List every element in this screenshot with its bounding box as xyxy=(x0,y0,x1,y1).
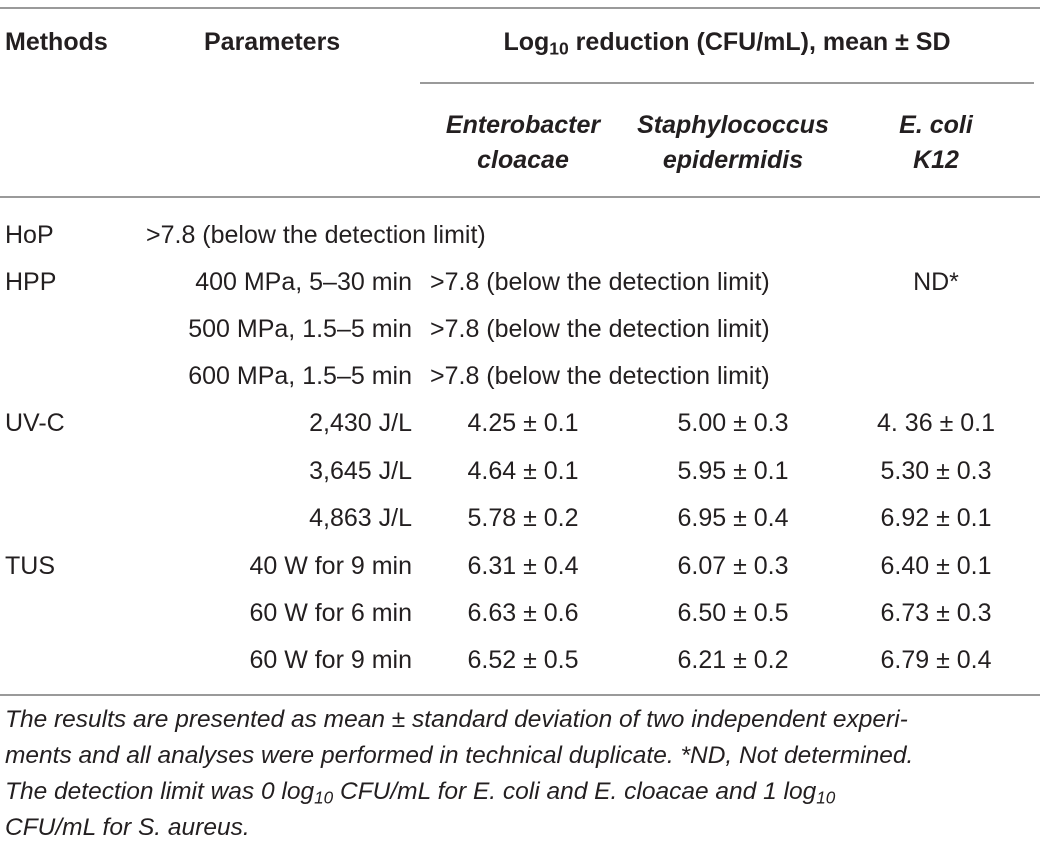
row-value-ecoli: 6.92 ± 0.1 xyxy=(880,504,992,532)
row-method: UV-C xyxy=(5,409,65,437)
row-value-staphylococcus: 6.50 ± 0.5 xyxy=(677,599,789,627)
row-parameter: 500 MPa, 1.5–5 min xyxy=(188,315,412,343)
row-span-text: >7.8 (below the detection limit) xyxy=(146,221,486,249)
header-ecoli: E. coli K12 xyxy=(899,111,973,174)
header-enterobacter: Enterobacter cloacae xyxy=(445,111,601,174)
row-value-enterobacter: 4.25 ± 0.1 xyxy=(467,409,579,437)
row-method: HPP xyxy=(5,268,57,296)
row-value-staphylococcus: 6.07 ± 0.3 xyxy=(677,552,789,580)
header-log-reduction: Log10 reduction (CFU/mL), mean ± SD xyxy=(503,28,951,59)
row-value-ecoli: 4. 36 ± 0.1 xyxy=(877,409,995,437)
header-bottom-rule xyxy=(0,196,1040,198)
header-methods: Methods xyxy=(5,28,108,56)
row-method: TUS xyxy=(5,552,55,580)
row-parameter: 40 W for 9 min xyxy=(249,552,412,580)
row-parameter: 3,645 J/L xyxy=(309,457,412,485)
row-parameter: 60 W for 9 min xyxy=(249,646,412,674)
row-span-text: >7.8 (below the detection limit) xyxy=(430,362,770,390)
row-value-ecoli: 6.73 ± 0.3 xyxy=(880,599,992,627)
log-reduction-underline xyxy=(420,82,1034,84)
row-span-text: >7.8 (below the detection limit) xyxy=(430,315,770,343)
row-parameter: 600 MPa, 1.5–5 min xyxy=(188,362,412,390)
row-parameter: 2,430 J/L xyxy=(309,409,412,437)
row-value-enterobacter: 6.31 ± 0.4 xyxy=(467,552,579,580)
row-parameter: 60 W for 6 min xyxy=(249,599,412,627)
row-parameter: 400 MPa, 5–30 min xyxy=(195,268,412,296)
table-top-rule xyxy=(0,7,1040,9)
row-value-enterobacter: 4.64 ± 0.1 xyxy=(467,457,579,485)
table-bottom-rule xyxy=(0,694,1040,696)
header-staphylococcus: Staphylococcus epidermidis xyxy=(637,111,829,174)
row-parameter: 4,863 J/L xyxy=(309,504,412,532)
row-value-ecoli: 6.40 ± 0.1 xyxy=(880,552,992,580)
row-span-text: >7.8 (below the detection limit) xyxy=(430,268,770,296)
row-value-enterobacter: 5.78 ± 0.2 xyxy=(467,504,579,532)
table-footnote: The results are presented as mean ± stan… xyxy=(5,706,914,841)
row-value-enterobacter: 6.63 ± 0.6 xyxy=(467,599,579,627)
header-parameters: Parameters xyxy=(204,28,341,56)
row-value-enterobacter: 6.52 ± 0.5 xyxy=(467,646,579,674)
row-value-staphylococcus: 6.95 ± 0.4 xyxy=(677,504,789,532)
row-value-ecoli: 5.30 ± 0.3 xyxy=(880,457,992,485)
row-value-ecoli: 6.79 ± 0.4 xyxy=(880,646,992,674)
row-value-staphylococcus: 5.95 ± 0.1 xyxy=(677,457,789,485)
row-value-staphylococcus: 5.00 ± 0.3 xyxy=(677,409,789,437)
row-method: HoP xyxy=(5,221,54,249)
row-value-ecoli: ND* xyxy=(913,268,959,296)
row-value-staphylococcus: 6.21 ± 0.2 xyxy=(677,646,789,674)
